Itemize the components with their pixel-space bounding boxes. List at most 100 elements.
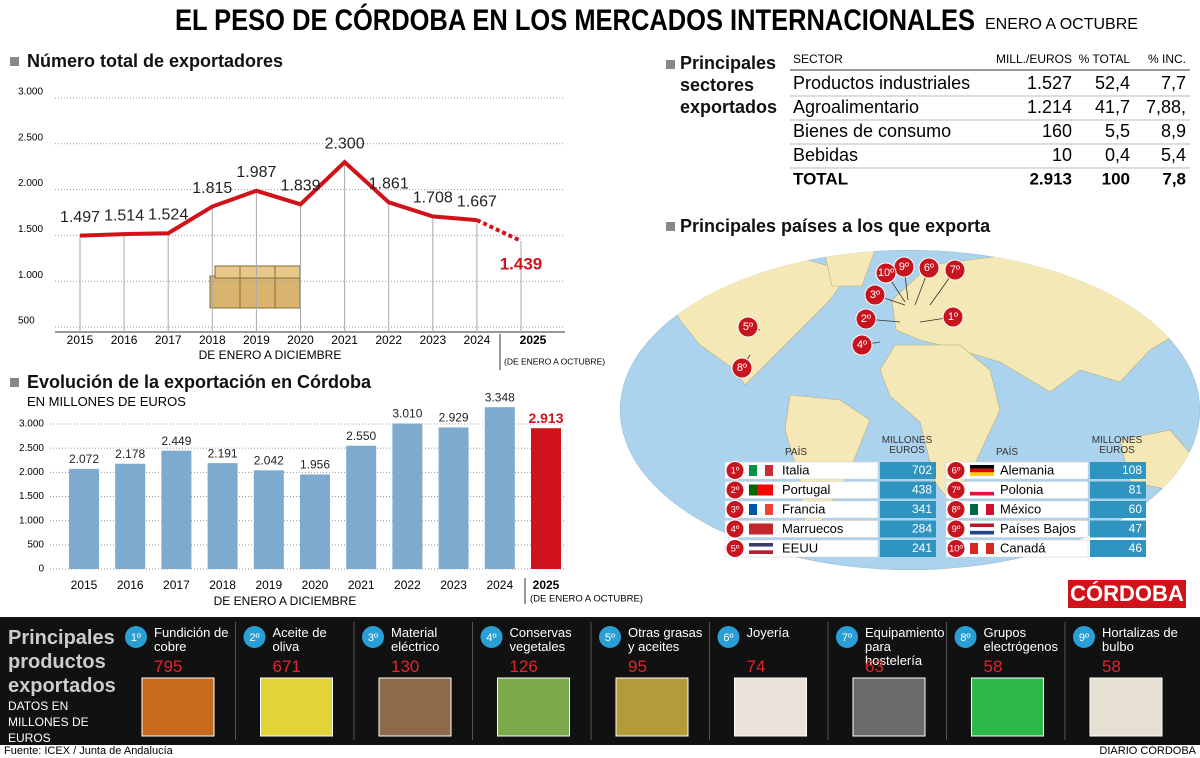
rank: 5º [605,632,615,644]
product-name: Joyería [746,625,790,640]
y-tick-label: 2.000 [19,467,44,478]
rank-badge [725,539,745,558]
map-marker [855,308,877,330]
value-label: 1.439 [500,254,543,273]
map-marker-label: 9º [899,261,909,273]
value-label: 1.524 [148,206,188,223]
crate-illustration [209,265,301,309]
rank: 9º [952,524,961,535]
product-photo [497,677,570,737]
value-label: 2.913 [528,410,563,426]
table-cell: 1.527 [1027,73,1072,93]
value-box [880,520,936,538]
product-photo [1089,677,1163,737]
x-tick-label: 2020 [302,578,329,592]
table-cell: 0,4 [1105,145,1130,165]
note: (DE ENERO A OCTUBRE) [504,356,605,366]
y-tick-label: 1.000 [19,515,44,526]
y-tick-label: 2.500 [19,443,44,454]
map-marker [731,357,753,379]
x-tick-label: 2020 [287,333,314,347]
map-marker-label: 3º [870,289,880,301]
map-marker-label: 1º [948,311,958,323]
line-chart-title: Número total de exportadores [27,51,284,71]
country-name: Polonia [1000,482,1044,497]
map-marker-label: 5º [743,321,753,333]
x-tick-label: 2022 [375,333,402,347]
map-marker [944,259,966,281]
sectors-title: Principales sectores exportados [680,53,778,117]
rank: 5º [731,544,740,555]
flag [765,504,773,515]
value-label: 1.956 [300,458,330,472]
rank: 1º [731,466,740,477]
y-tick-label: 500 [27,539,44,550]
table-cell: 52,4 [1095,73,1130,93]
rank: 3º [731,505,740,516]
product-value: 795 [154,657,183,676]
flag [757,504,765,515]
bar [207,463,238,569]
country-value: 46 [1129,541,1143,555]
x-axis-label: DE ENERO A DICIEMBRE [199,348,342,362]
table-cell: Productos industriales [793,73,970,93]
x-tick-label: 2023 [419,333,446,347]
table-cell: Bebidas [793,145,858,165]
x-tick-label: 2019 [243,333,270,347]
product-value: 58 [983,657,1003,676]
product-name: Otras grasas y aceites [628,625,703,654]
product-photo [615,677,689,737]
rank: 10º [949,544,964,555]
product-name: Conservas vegetales [509,625,572,654]
x-tick-label: 2023 [440,578,467,592]
flag [970,504,978,515]
product-value: 63 [865,657,884,676]
rank-badge [954,626,977,648]
y-tick-label: 1.000 [18,270,43,281]
value-label: 1.667 [457,193,497,210]
table-total-cell: 100 [1102,169,1130,188]
rank-badge [946,480,966,500]
map-marker [918,257,940,279]
column-header: MILLONES EUROS [881,435,933,456]
product-value: 74 [746,657,766,676]
flag [970,491,994,496]
value-label: 3.010 [392,407,422,421]
x-tick-label: 2018 [199,333,226,347]
x-tick-label: 2016 [117,578,144,592]
map-marker [737,316,759,338]
rank-badge [946,519,966,539]
product-name: Grupos electrógenos [983,625,1058,654]
flag [749,484,757,496]
rank-badge [836,626,858,648]
rank: 1º [131,632,141,644]
value-label: 1.497 [60,209,100,226]
product-value: 58 [1102,657,1121,676]
flag [749,546,773,551]
flag [757,484,765,496]
country-name: EEUU [782,540,818,555]
rank-badge [362,626,384,648]
brand-box [1068,580,1186,608]
bar [438,427,469,569]
bullet [10,57,19,66]
y-tick-label: 1.500 [18,224,43,235]
table-cell: 5,5 [1105,121,1130,141]
flag [749,504,757,515]
y-tick-label: 0 [38,564,44,575]
value-label: 3.348 [485,390,515,404]
rank: 9º [1079,632,1089,644]
bar [346,445,377,569]
flag [749,550,773,554]
rank-badge [725,480,745,500]
country-value: 108 [1122,463,1142,477]
rank: 7º [952,485,961,496]
value-box [1090,501,1146,518]
flag [757,465,765,476]
rank: 8º [960,632,970,644]
flag [765,484,773,496]
bar [161,450,192,569]
note: (DE ENERO A OCTUBRE) [530,594,643,605]
rank: 6º [723,632,733,644]
